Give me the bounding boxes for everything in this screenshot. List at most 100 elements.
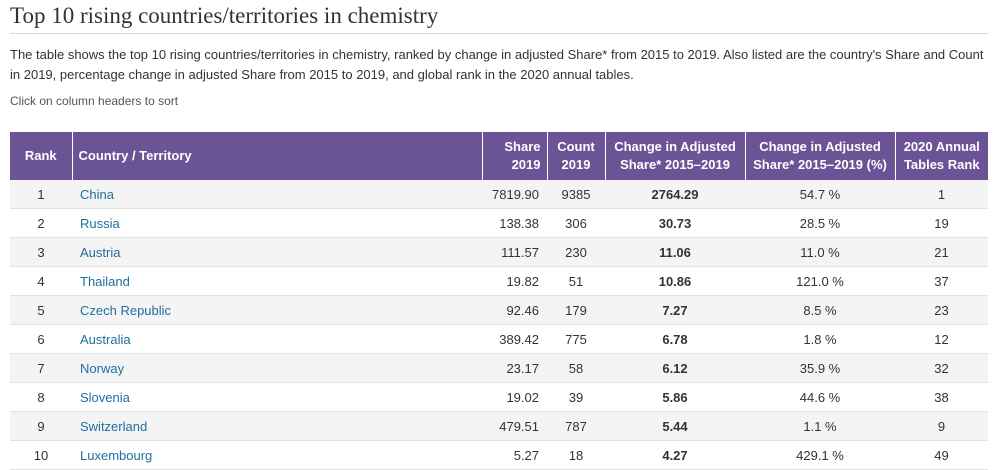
share-2019-cell: 138.38 (482, 208, 547, 238)
country-link[interactable]: Australia (80, 331, 131, 347)
change-adjusted-share-cell: 2764.29 (605, 180, 745, 209)
header-count-2019[interactable]: Count 2019 (547, 132, 606, 180)
title-divider (10, 33, 988, 34)
annual-rank-cell: 19 (895, 208, 988, 238)
country-cell: Switzerland (72, 411, 482, 441)
table-row: 10 Luxembourg 5.27 18 4.27 429.1 % 49 (10, 440, 988, 470)
change-percent-cell: 54.7 % (745, 180, 895, 209)
change-adjusted-share-cell: 4.27 (605, 440, 745, 470)
rank-cell: 1 (10, 180, 72, 209)
rank-cell: 2 (10, 208, 72, 238)
change-percent-cell: 28.5 % (745, 208, 895, 238)
count-2019-cell: 58 (547, 353, 605, 383)
annual-rank-cell: 37 (895, 266, 988, 296)
table-row: 3 Austria 111.57 230 11.06 11.0 % 21 (10, 237, 988, 267)
change-percent-cell: 1.1 % (745, 411, 895, 441)
country-cell: Luxembourg (72, 440, 482, 470)
change-percent-cell: 44.6 % (745, 382, 895, 412)
header-change-adjusted-share-percent[interactable]: Change in Adjusted Share* 2015–2019 (%) (745, 132, 896, 180)
change-percent-cell: 11.0 % (745, 237, 895, 267)
country-link[interactable]: Austria (80, 244, 121, 260)
count-2019-cell: 51 (547, 266, 605, 296)
table-header-row: Rank Country / Territory Share 2019 Count… (10, 132, 988, 180)
table-row: 5 Czech Republic 92.46 179 7.27 8.5 % 23 (10, 295, 988, 325)
share-2019-cell: 5.27 (482, 440, 547, 470)
change-percent-cell: 8.5 % (745, 295, 895, 325)
change-percent-cell: 121.0 % (745, 266, 895, 296)
count-2019-cell: 230 (547, 237, 605, 267)
country-link[interactable]: Norway (80, 360, 125, 376)
annual-rank-cell: 32 (895, 353, 988, 383)
share-2019-cell: 92.46 (482, 295, 547, 325)
change-adjusted-share-cell: 30.73 (605, 208, 745, 238)
table-body: 1 China 7819.90 9385 2764.29 54.7 % 1 2 Russia 13… (10, 180, 988, 470)
share-2019-cell: 23.17 (482, 353, 547, 383)
rank-cell: 9 (10, 411, 72, 441)
change-adjusted-share-cell: 7.27 (605, 295, 745, 325)
country-cell: Austria (72, 237, 482, 267)
change-adjusted-share-cell: 11.06 (605, 237, 745, 267)
country-cell: Russia (72, 208, 482, 238)
change-percent-cell: 1.8 % (745, 324, 895, 354)
country-cell: China (72, 180, 482, 209)
rank-cell: 4 (10, 266, 72, 296)
annual-rank-cell: 49 (895, 440, 988, 470)
change-adjusted-share-cell: 10.86 (605, 266, 745, 296)
country-link[interactable]: Russia (80, 215, 120, 231)
country-link[interactable]: China (80, 186, 114, 202)
table-row: 1 China 7819.90 9385 2764.29 54.7 % 1 (10, 180, 988, 209)
country-cell: Australia (72, 324, 482, 354)
count-2019-cell: 775 (547, 324, 605, 354)
share-2019-cell: 7819.90 (482, 180, 547, 209)
share-2019-cell: 19.82 (482, 266, 547, 296)
sort-hint: Click on column headers to sort (10, 94, 179, 108)
country-link[interactable]: Switzerland (80, 418, 148, 434)
count-2019-cell: 18 (547, 440, 605, 470)
country-cell: Norway (72, 353, 482, 383)
rising-countries-table: Rank Country / Territory Share 2019 Count… (10, 132, 988, 470)
annual-rank-cell: 21 (895, 237, 988, 267)
header-rank[interactable]: Rank (10, 132, 73, 180)
share-2019-cell: 19.02 (482, 382, 547, 412)
change-adjusted-share-cell: 6.78 (605, 324, 745, 354)
share-2019-cell: 479.51 (482, 411, 547, 441)
count-2019-cell: 39 (547, 382, 605, 412)
count-2019-cell: 306 (547, 208, 605, 238)
count-2019-cell: 179 (547, 295, 605, 325)
annual-rank-cell: 9 (895, 411, 988, 441)
country-cell: Czech Republic (72, 295, 482, 325)
change-percent-cell: 35.9 % (745, 353, 895, 383)
country-cell: Thailand (72, 266, 482, 296)
table-row: 2 Russia 138.38 306 30.73 28.5 % 19 (10, 208, 988, 238)
country-link[interactable]: Slovenia (80, 389, 130, 405)
header-country[interactable]: Country / Territory (72, 132, 483, 180)
change-adjusted-share-cell: 5.86 (605, 382, 745, 412)
count-2019-cell: 787 (547, 411, 605, 441)
header-change-adjusted-share[interactable]: Change in Adjusted Share* 2015–2019 (605, 132, 746, 180)
rank-cell: 8 (10, 382, 72, 412)
change-adjusted-share-cell: 6.12 (605, 353, 745, 383)
annual-rank-cell: 12 (895, 324, 988, 354)
country-link[interactable]: Czech Republic (80, 302, 172, 318)
count-2019-cell: 9385 (547, 180, 605, 209)
rank-cell: 10 (10, 440, 72, 470)
page-title: Top 10 rising countries/territories in c… (10, 3, 439, 28)
rank-cell: 7 (10, 353, 72, 383)
change-adjusted-share-cell: 5.44 (605, 411, 745, 441)
country-link[interactable]: Thailand (80, 273, 130, 289)
annual-rank-cell: 38 (895, 382, 988, 412)
intro-paragraph: The table shows the top 10 rising countr… (10, 47, 984, 82)
header-annual-tables-rank[interactable]: 2020 Annual Tables Rank (895, 132, 988, 180)
country-link[interactable]: Luxembourg (80, 447, 153, 463)
change-percent-cell: 429.1 % (745, 440, 895, 470)
country-cell: Slovenia (72, 382, 482, 412)
annual-rank-cell: 1 (895, 180, 988, 209)
table-row: 7 Norway 23.17 58 6.12 35.9 % 32 (10, 353, 988, 383)
rank-cell: 3 (10, 237, 72, 267)
share-2019-cell: 389.42 (482, 324, 547, 354)
table-row: 9 Switzerland 479.51 787 5.44 1.1 % 9 (10, 411, 988, 441)
header-share-2019[interactable]: Share 2019 (482, 132, 548, 180)
share-2019-cell: 111.57 (482, 237, 547, 267)
table-row: 4 Thailand 19.82 51 10.86 121.0 % 37 (10, 266, 988, 296)
rank-cell: 6 (10, 324, 72, 354)
